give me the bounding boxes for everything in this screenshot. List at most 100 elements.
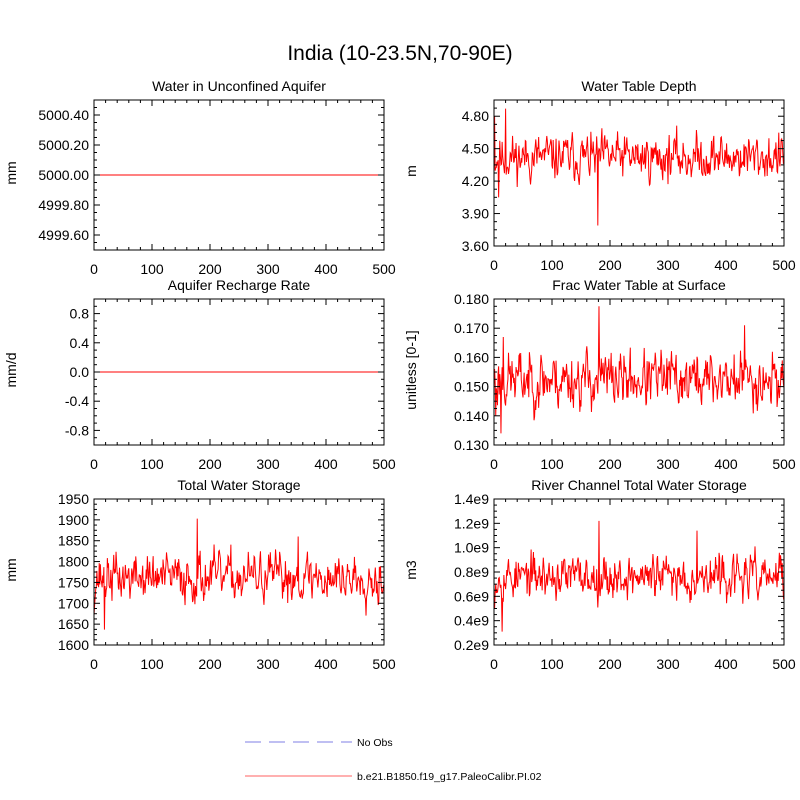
x-tick-label: 200 bbox=[598, 456, 622, 472]
x-tick-label: 400 bbox=[314, 656, 338, 672]
x-tick-label: 0 bbox=[490, 656, 498, 672]
x-tick-label: 200 bbox=[198, 656, 222, 672]
chart-panel-6: River Channel Total Water Storage m3 0 100 2… bbox=[403, 477, 796, 672]
y-tick-label: 0.4e9 bbox=[454, 613, 489, 629]
x-tick-label: 0 bbox=[90, 261, 98, 277]
y-tick-label: 0.6e9 bbox=[454, 588, 489, 604]
y-axis-label: unitless [0-1] bbox=[403, 330, 419, 409]
y-tick-label: 1650 bbox=[58, 616, 89, 632]
x-tick-label: 0 bbox=[90, 656, 98, 672]
y-tick-label: 0.8 bbox=[70, 306, 90, 322]
x-tick-label: 0 bbox=[490, 456, 498, 472]
x-tick-label: 0 bbox=[90, 456, 98, 472]
x-tick-label: 400 bbox=[714, 456, 738, 472]
panel-title: Water Table Depth bbox=[581, 78, 696, 94]
x-tick-label: 100 bbox=[140, 656, 164, 672]
series-line-1 bbox=[493, 108, 785, 226]
x-tick-label: 400 bbox=[314, 456, 338, 472]
x-tick-label: 200 bbox=[598, 257, 622, 273]
y-tick-label: 1950 bbox=[58, 491, 89, 507]
x-tick-label: 400 bbox=[714, 257, 738, 273]
y-tick-label: 0.8e9 bbox=[454, 564, 489, 580]
x-tick-label: 300 bbox=[656, 656, 680, 672]
x-tick-label: 500 bbox=[772, 257, 796, 273]
x-tick-label: 300 bbox=[256, 456, 280, 472]
panel-title: Aquifer Recharge Rate bbox=[168, 277, 311, 293]
y-axis-label: m3 bbox=[403, 560, 419, 580]
chart-panel-4: Frac Water Table at Surface unitless [0-1… bbox=[403, 277, 796, 472]
x-tick-label: 0 bbox=[490, 257, 498, 273]
y-tick-label: 3.60 bbox=[462, 238, 489, 254]
panel-title: River Channel Total Water Storage bbox=[531, 477, 747, 493]
chart-panel-5: Total Water Storage mm 0 100 200 300 400 500 160… bbox=[3, 477, 396, 672]
legend: No Obs b.e21.B1850.f19_g17.PaleoCalibr.P… bbox=[245, 737, 542, 783]
panel-title: Total Water Storage bbox=[177, 477, 300, 493]
panel-title: Water in Unconfined Aquifer bbox=[152, 78, 326, 94]
plot-frame bbox=[493, 498, 785, 646]
y-tick-label: 1.4e9 bbox=[454, 491, 489, 507]
series-line-1 bbox=[493, 306, 785, 434]
y-tick-label: 1900 bbox=[58, 512, 89, 528]
y-tick-label: 0.130 bbox=[454, 437, 489, 453]
y-tick-label: 3.90 bbox=[462, 206, 489, 222]
y-tick-label: 4999.80 bbox=[38, 197, 89, 213]
y-tick-label: 1600 bbox=[58, 637, 89, 653]
x-tick-label: 100 bbox=[540, 456, 564, 472]
x-tick-label: 300 bbox=[256, 261, 280, 277]
y-tick-label: -0.4 bbox=[65, 393, 89, 409]
x-tick-label: 100 bbox=[140, 456, 164, 472]
x-tick-label: 100 bbox=[540, 656, 564, 672]
y-tick-label: 0.170 bbox=[454, 320, 489, 336]
series-line-1 bbox=[93, 518, 385, 630]
chart-panel-3: Aquifer Recharge Rate mm/d 0 100 200 300 400 50… bbox=[3, 277, 396, 472]
x-tick-label: 300 bbox=[256, 656, 280, 672]
y-tick-label: 1850 bbox=[58, 533, 89, 549]
y-tick-label: 0.2e9 bbox=[454, 637, 489, 653]
y-tick-label: 1750 bbox=[58, 574, 89, 590]
y-tick-label: 4.20 bbox=[462, 173, 489, 189]
y-tick-label: 4.80 bbox=[462, 108, 489, 124]
y-tick-label: 0.4 bbox=[70, 335, 90, 351]
x-tick-label: 400 bbox=[314, 261, 338, 277]
x-tick-label: 200 bbox=[198, 456, 222, 472]
y-tick-label: -0.8 bbox=[65, 422, 89, 438]
y-axis-label: m bbox=[403, 165, 419, 177]
y-tick-label: 0.150 bbox=[454, 379, 489, 395]
figure-title: India (10-23.5N,70-90E) bbox=[287, 42, 512, 65]
y-tick-label: 5000.20 bbox=[38, 137, 89, 153]
y-tick-label: 1800 bbox=[58, 554, 89, 570]
x-tick-label: 500 bbox=[772, 456, 796, 472]
y-tick-label: 0.0 bbox=[70, 364, 90, 380]
y-tick-label: 1.2e9 bbox=[454, 515, 489, 531]
x-tick-label: 100 bbox=[540, 257, 564, 273]
x-tick-label: 500 bbox=[372, 656, 396, 672]
y-tick-label: 1.0e9 bbox=[454, 540, 489, 556]
panel-title: Frac Water Table at Surface bbox=[552, 277, 726, 293]
y-tick-label: 0.140 bbox=[454, 408, 489, 424]
y-tick-label: 1700 bbox=[58, 595, 89, 611]
x-tick-label: 300 bbox=[656, 456, 680, 472]
plot-frame bbox=[93, 498, 385, 646]
y-tick-label: 0.160 bbox=[454, 349, 489, 365]
x-tick-label: 500 bbox=[372, 261, 396, 277]
y-axis-label: mm/d bbox=[3, 353, 19, 388]
chart-panel-1: Water in Unconfined Aquifer mm 0 100 200 300 4… bbox=[3, 78, 396, 277]
y-tick-label: 5000.00 bbox=[38, 167, 89, 183]
y-tick-label: 5000.40 bbox=[38, 107, 89, 123]
legend-label-run: b.e21.B1850.f19_g17.PaleoCalibr.PI.02 bbox=[357, 771, 542, 783]
x-tick-label: 100 bbox=[140, 261, 164, 277]
x-tick-label: 500 bbox=[772, 656, 796, 672]
y-axis-label: mm bbox=[3, 161, 19, 184]
x-tick-label: 500 bbox=[372, 456, 396, 472]
y-tick-label: 0.180 bbox=[454, 291, 489, 307]
chart-panel-2: Water Table Depth m 0 100 200 300 400 500 3.60 3.… bbox=[403, 78, 796, 273]
y-tick-label: 4999.60 bbox=[38, 227, 89, 243]
x-tick-label: 200 bbox=[598, 656, 622, 672]
plot-frame bbox=[493, 99, 785, 247]
x-tick-label: 300 bbox=[656, 257, 680, 273]
x-tick-label: 400 bbox=[714, 656, 738, 672]
y-axis-label: mm bbox=[3, 558, 19, 581]
x-tick-label: 200 bbox=[198, 261, 222, 277]
chart-panels: Water in Unconfined Aquifer mm 0 100 200 300 4… bbox=[3, 78, 796, 672]
